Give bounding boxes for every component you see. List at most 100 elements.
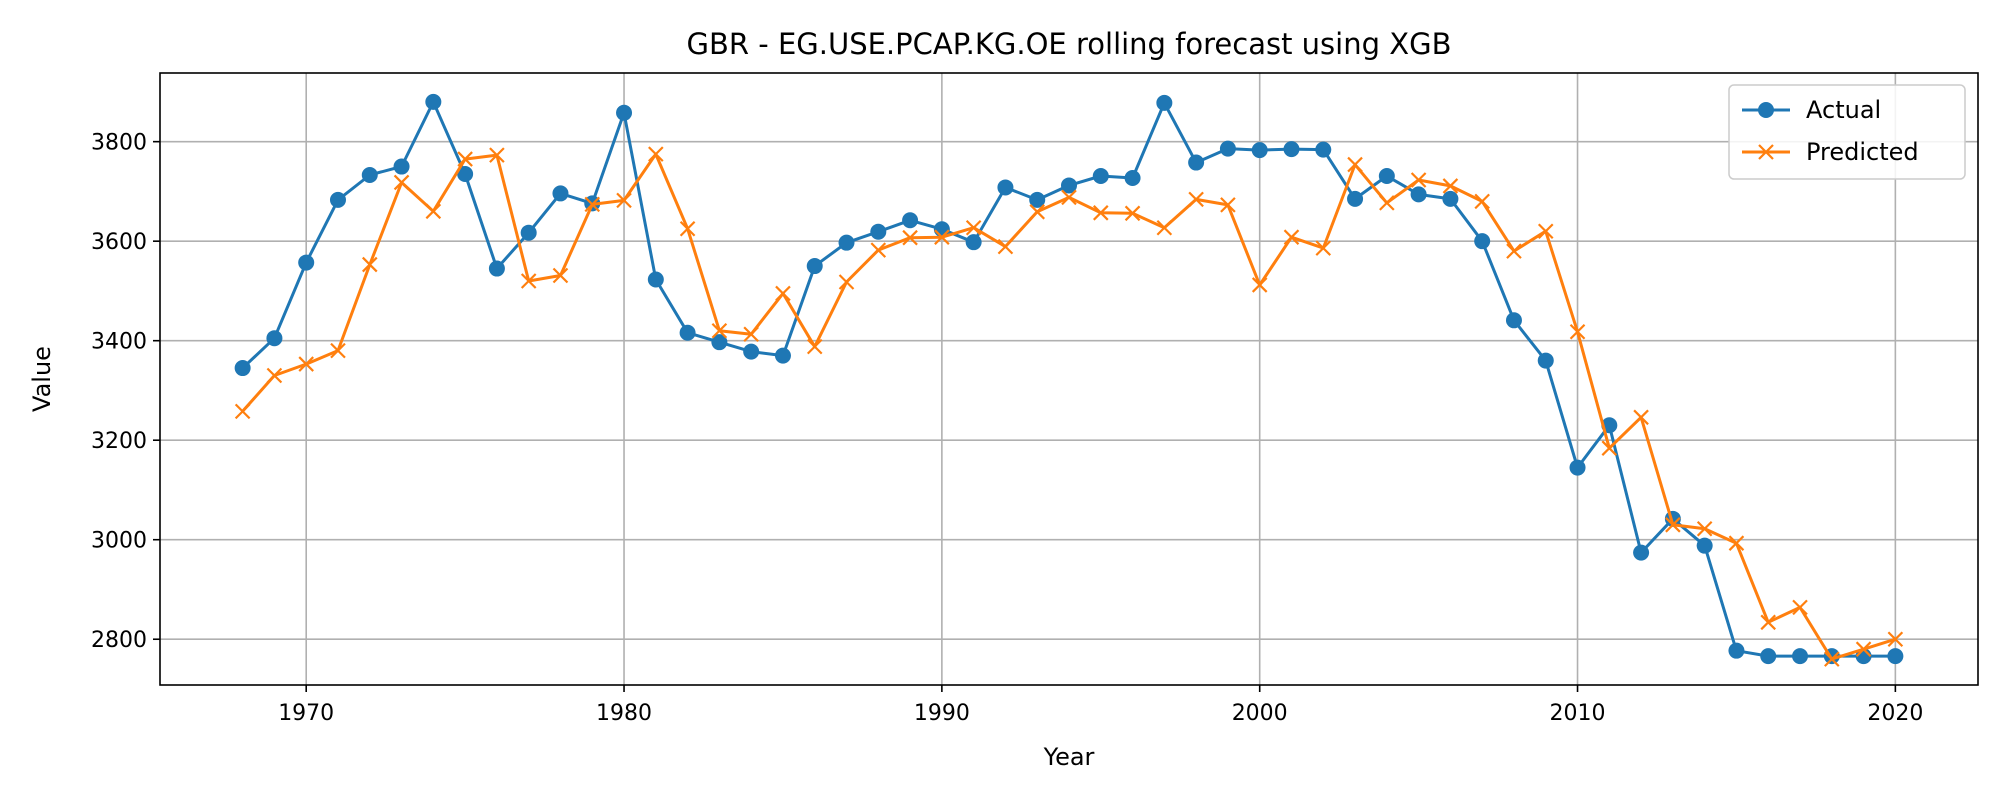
data-point-predicted: [1124, 205, 1141, 222]
x-marker-stroke: [1696, 520, 1713, 537]
data-point-actual: [361, 167, 378, 183]
data-point-actual: [1505, 312, 1522, 329]
data-point-predicted: [1188, 191, 1204, 208]
ticks: 1970 1980 1990 2000 2010 2020 2800 3000 3200 3400…: [91, 131, 1923, 726]
series-layer: [234, 93, 1904, 667]
data-point-predicted: [393, 174, 410, 191]
x-marker-stroke: [1601, 440, 1618, 456]
x-marker-stroke: [1728, 535, 1745, 551]
chart-title: GBR - EG.USE.PCAP.KG.OE rolling forecast…: [687, 27, 1452, 61]
data-point-predicted: [234, 403, 251, 420]
x-marker-stroke: [1347, 156, 1363, 173]
data-point-actual: [1188, 154, 1205, 171]
data-point-actual: [1442, 190, 1459, 207]
data-point-predicted: [1442, 178, 1459, 194]
x-marker-stroke: [520, 273, 537, 289]
x-marker-stroke: [806, 338, 823, 355]
data-point-predicted: [457, 151, 473, 167]
data-point-predicted: [1855, 641, 1872, 657]
y-tick-label: 3800: [91, 131, 147, 156]
data-point-predicted: [934, 229, 950, 245]
x-marker-stroke: [870, 242, 887, 258]
x-marker-stroke: [489, 147, 505, 163]
data-point-predicted: [1569, 323, 1586, 340]
data-point-actual: [552, 185, 569, 202]
data-point-predicted: [1061, 189, 1077, 206]
x-marker-stroke: [1251, 277, 1268, 293]
data-point-predicted: [1665, 517, 1681, 533]
data-point-predicted: [1474, 193, 1490, 210]
data-point-predicted: [266, 367, 283, 384]
x-marker-stroke: [616, 192, 632, 209]
data-point-predicted: [775, 285, 791, 302]
y-tick-label: 3400: [91, 330, 147, 355]
data-point-predicted: [1220, 197, 1236, 213]
data-point-actual: [806, 258, 823, 275]
x-marker-stroke: [298, 356, 314, 372]
data-point-predicted: [1029, 204, 1045, 220]
x-marker-stroke: [711, 322, 728, 339]
data-point-actual: [647, 271, 664, 288]
x-marker-stroke: [743, 326, 759, 342]
x-marker-stroke: [648, 146, 664, 162]
x-marker-stroke: [1665, 517, 1681, 533]
data-point-actual: [520, 224, 537, 241]
data-point-predicted: [1633, 409, 1649, 426]
data-point-predicted: [425, 203, 442, 220]
x-marker-stroke: [1506, 243, 1522, 259]
data-point-predicted: [584, 196, 601, 213]
data-point-actual: [1474, 233, 1491, 250]
data-point-actual: [329, 191, 346, 208]
data-point-actual: [902, 212, 919, 229]
data-point-actual: [266, 330, 283, 347]
x-marker-stroke: [1758, 144, 1774, 160]
x-marker-stroke: [1124, 205, 1141, 222]
data-point-actual: [965, 234, 982, 251]
x-tick-label: 1970: [278, 701, 334, 726]
x-marker-stroke: [838, 274, 855, 290]
data-point-actual: [1283, 141, 1300, 158]
data-point-actual: [1219, 140, 1236, 157]
y-axis-title: Value: [28, 346, 56, 412]
data-point-actual: [1537, 352, 1554, 369]
data-point-predicted: [1315, 240, 1332, 256]
data-point-actual: [997, 179, 1014, 196]
x-marker-stroke: [1792, 599, 1808, 616]
x-marker-stroke: [552, 267, 569, 284]
x-axis-title: Year: [1043, 743, 1095, 771]
data-point-actual: [1124, 169, 1141, 186]
data-point-predicted: [1283, 229, 1300, 245]
x-marker-stroke: [1410, 172, 1427, 188]
x-tick-label: 2000: [1232, 701, 1288, 726]
legend-label-actual: Actual: [1806, 96, 1881, 124]
data-point-actual: [743, 343, 760, 360]
data-point-predicted: [616, 192, 632, 209]
data-point-predicted: [1728, 535, 1745, 551]
data-point-actual: [488, 260, 505, 277]
data-point-predicted: [1506, 243, 1522, 259]
data-point-actual: [234, 360, 251, 377]
x-marker-stroke: [1887, 631, 1904, 648]
x-marker-stroke: [1283, 229, 1300, 245]
data-point-actual: [838, 234, 855, 251]
data-point-actual: [1696, 537, 1713, 554]
data-point-predicted: [1760, 614, 1777, 631]
x-marker-stroke: [902, 229, 918, 246]
data-point-actual: [1728, 642, 1745, 659]
x-marker-stroke: [934, 229, 950, 245]
data-point-actual: [1347, 190, 1364, 207]
x-marker-stroke: [1061, 189, 1077, 206]
data-point-actual: [1378, 167, 1395, 184]
data-point-actual: [1251, 142, 1268, 159]
data-point-predicted: [1696, 520, 1713, 537]
x-marker-stroke: [330, 342, 346, 359]
x-marker-stroke: [775, 285, 791, 302]
data-point-predicted: [679, 220, 696, 237]
x-marker-stroke: [1156, 219, 1173, 236]
data-point-actual: [1092, 167, 1109, 184]
data-point-actual: [1633, 544, 1650, 561]
legend-marker-predicted: [1758, 144, 1774, 160]
data-point-actual: [774, 347, 791, 364]
data-point-predicted: [965, 219, 982, 236]
